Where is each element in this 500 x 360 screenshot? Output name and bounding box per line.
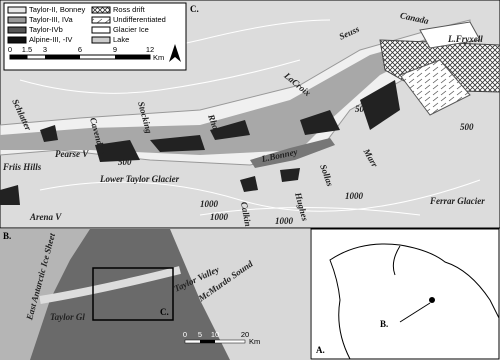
place-label: L.Fryxell: [447, 34, 483, 44]
lake-bonney: [250, 138, 335, 168]
contour-label: 1000: [210, 212, 229, 222]
scale-tick: 1.5: [22, 45, 32, 54]
panel-b: B. East Antarctic Ice Sheet Taylor Gl Ta…: [0, 229, 310, 360]
place-label: Calkin: [239, 201, 253, 227]
location-marker: [429, 297, 435, 303]
legend-label: Taylor-III, IVa: [29, 15, 73, 24]
pointer-arrow: [399, 302, 431, 323]
contour-label: 500: [460, 122, 474, 132]
peninsula: [392, 245, 401, 276]
scale-tick: 9: [113, 45, 117, 54]
contour-label: 1000: [275, 216, 294, 226]
panel-label: B.: [3, 231, 11, 241]
scale-tick: 6: [78, 45, 82, 54]
legend-label: Alpine-III, -IV: [29, 35, 72, 44]
place-label: Lower Taylor Glacier: [99, 174, 180, 184]
legend-label: Taylor-II, Bonney: [29, 5, 86, 14]
contour-label: 500: [355, 104, 369, 114]
scale-tick: 12: [146, 45, 154, 54]
scale-unit: Km: [249, 337, 260, 346]
place-label: Pearse V: [55, 149, 89, 159]
pointer-label: B.: [380, 319, 388, 329]
undifferentiated: [399, 59, 471, 116]
alpine-deposits: [0, 80, 400, 205]
legend-label: Ross drift: [113, 5, 146, 14]
legend: Taylor-II, Bonney Taylor-III, IVa Taylor…: [3, 2, 187, 71]
contour-label: 1000: [345, 191, 364, 201]
legend-label: Taylor-IVb: [29, 25, 63, 34]
antarctica-outline: [329, 243, 500, 360]
contour-label: 500: [118, 157, 132, 167]
legend-label: Undifferentiated: [113, 15, 166, 24]
contour-line: [19, 19, 481, 216]
lake-fryxell: [419, 21, 481, 49]
contour-label: 1000: [200, 199, 219, 209]
scale-tick: 10: [211, 330, 219, 339]
panel-c: Taylor-II, Bonney Taylor-III, IVa Taylor…: [0, 0, 500, 229]
scale-bar: 0 1.5 3 6 9 12 Km: [8, 45, 164, 62]
panel-label: C.: [190, 4, 199, 14]
ice-sheet: [0, 229, 90, 360]
scale-tick: 5: [198, 330, 202, 339]
scale-bar: 0 5 10 20 Km: [183, 330, 260, 346]
scale-tick: 0: [8, 45, 12, 54]
sound: [170, 229, 310, 360]
panel-a: B. A.: [310, 228, 500, 360]
legend-label: Glacier Ice: [113, 25, 149, 34]
place-label: Taylor Gl: [50, 312, 85, 322]
panel-label: A.: [316, 345, 325, 355]
scale-unit: Km: [153, 53, 164, 62]
inset-box: [92, 267, 174, 321]
taylor-glacier: [39, 266, 181, 304]
scale-tick: 20: [241, 330, 249, 339]
panel-frame: [310, 228, 500, 360]
legend-label: Lake: [113, 35, 129, 44]
inset-label: C.: [160, 307, 169, 317]
place-label: Ferrar Glacier: [429, 196, 485, 206]
scale-tick: 3: [43, 45, 47, 54]
place-label: Arena V: [29, 212, 62, 222]
place-label: Friis Hills: [2, 162, 42, 172]
scale-tick: 0: [183, 330, 187, 339]
north-arrow: [169, 44, 181, 62]
